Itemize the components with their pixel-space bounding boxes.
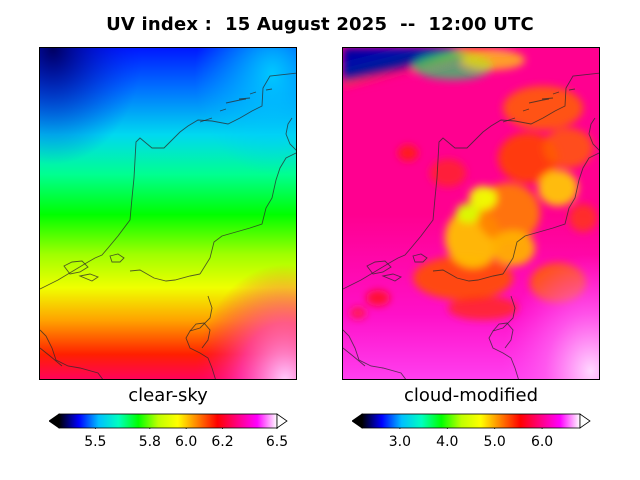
coastline-borders [40,72,296,379]
colorbar-gradient [361,413,581,429]
map-title: UV index : 15 August 2025 -- 12:00 UTC [106,14,534,35]
colorbar-max-extend [276,413,288,429]
colorbar-tick-label: 6.0 [530,434,554,450]
colorbar-min-extend [49,413,60,429]
colorbar-tick-label: 6.5 [265,434,289,450]
colorbar-tick-label: 3.0 [388,434,412,450]
clear-sky-colorbar [49,413,288,429]
colorbar-min-extend [352,413,363,429]
coastline-borders [343,72,599,379]
colorbar-tick-label: 6.0 [175,434,198,450]
colorbar-tick-label: 5.8 [138,434,161,450]
cloud-modified-caption: cloud-modified [403,385,539,406]
cloud-modified-map [342,47,600,380]
colorbar-max-extend [579,413,591,429]
colorbar-tick-label: 4.0 [436,434,459,450]
colorbar-tick-label: 5.0 [483,434,506,450]
colorbar-gradient [58,413,278,429]
colorbar-tick-label: 5.5 [84,434,107,450]
cloud-modified-colorbar [352,413,591,429]
colorbar-tick-label: 6.2 [211,434,234,450]
clear-sky-map [39,47,297,380]
clear-sky-caption: clear-sky [128,385,208,406]
